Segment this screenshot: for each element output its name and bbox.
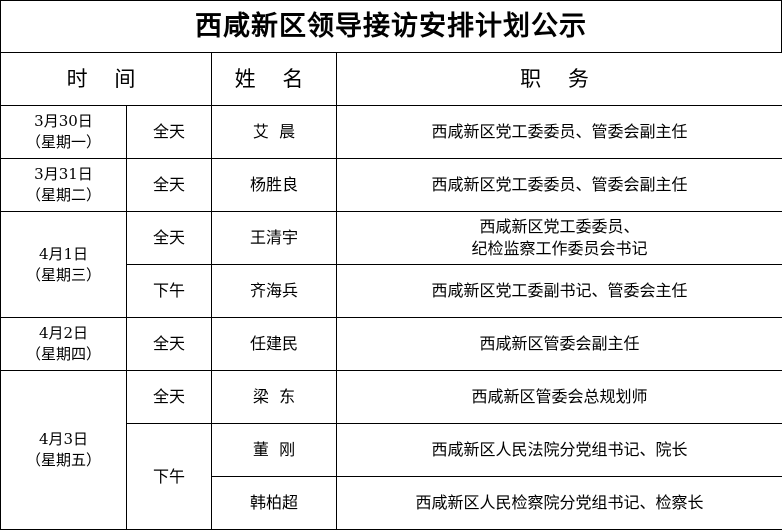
table-row: 4月3日 （星期五） 全天梁 东 西咸新区管委会总规划师 [0,370,782,530]
table-row: 下午 齐海兵 西咸新区党工委副书记、管委会主任 [1,264,782,318]
position-cell: 西咸新区管委会副主任 [336,317,782,371]
position-line: 西咸新区党工委副书记、管委会主任 [431,281,688,300]
table-row: 4月2日 （星期四） 全天 任建民 西咸新区管委会副主任 [0,317,782,371]
period-cell: 全天 [126,105,212,159]
position-line: 西咸新区党工委委员、 [479,217,640,236]
name-cell: 任建民 [211,317,337,371]
header-name: 姓 名 [211,52,337,106]
date-cell: 3月30日 （星期一） [0,105,127,159]
table-row: 3月30日 （星期一） 全天艾 晨 西咸新区党工委委员、管委会副主任 [0,105,782,159]
name-cell: 齐海兵 [211,264,337,318]
schedule-table: 时 间 姓 名 职 务 3月30日 （星期一） 全天艾 晨西咸新区党工委委员、管委会… [0,52,782,530]
position-cell: 西咸新区党工委委员、管委会副主任 [336,105,782,159]
position-line: 西咸新区人民检察院分党组书记、检察长 [415,493,704,512]
position-cell: 西咸新区党工委委员、管委会副主任 [336,158,782,212]
position-line: 西咸新区党工委委员、管委会副主任 [431,122,688,141]
date-cell: 4月3日 （星期五） [0,370,127,530]
table-row: 韩柏超 西咸新区人民检察院分党组书记、检察长 [1,476,782,530]
date-cell: 3月31日 （星期二） [0,158,127,212]
position-line: 西咸新区管委会总规划师 [471,387,648,406]
position-line: 西咸新区党工委委员、管委会副主任 [431,175,688,194]
table-row: 3月31日 （星期二） 全天 杨胜良 西咸新区党工委委员、管委会副主任 [0,158,782,212]
period-cell: 全天 [126,317,212,371]
date: 4月1日 [38,244,89,263]
name-cell: 杨胜良 [211,158,337,212]
name-cell: 韩柏超 [211,476,337,530]
name-cell: 梁 东 [211,370,337,424]
position-cell: 西咸新区党工委副书记、管委会主任 [336,264,782,318]
period-cell: 下午 [126,423,212,530]
position-cell: 西咸新区人民检察院分党组书记、检察长 [336,476,782,530]
position-cell: 西咸新区人民法院分党组书记、院长 [336,423,782,477]
date: 3月30日 [34,112,93,130]
position-line: 西咸新区人民法院分党组书记、院长 [431,440,688,459]
name-cell: 董 刚 [211,423,337,477]
period-cell: 全天 [126,158,212,212]
date: 4月2日 [38,324,89,342]
date: 4月3日 [38,430,89,448]
period-cell: 下午 [126,264,212,318]
table-row: 下午董 刚 西咸新区人民法院分党组书记、院长 [1,423,782,530]
header-time: 时 间 [0,52,212,106]
position-line: 纪检监察工作委员会书记 [471,239,648,258]
weekday: （星期三） [25,265,101,284]
date: 3月31日 [34,165,93,183]
header-row: 时 间 姓 名 职 务 [0,52,782,106]
table-row: 4月1日 （星期三） 全天 王清宇 西咸新区党工委委员、 纪检监察工作委员会书记 [0,211,782,318]
position-cell: 西咸新区党工委委员、 纪检监察工作委员会书记 [336,211,782,265]
name-cell: 艾 晨 [211,105,337,159]
date-cell: 4月2日 （星期四） [0,317,127,371]
weekday: （星期四） [25,345,101,363]
position-line: 西咸新区管委会副主任 [479,334,640,353]
weekday: （星期五） [25,451,101,469]
page-title: 西咸新区领导接访安排计划公示 [0,0,782,52]
period-cell: 全天 [126,370,212,424]
name-cell: 王清宇 [211,211,337,265]
weekday: （星期二） [25,186,101,204]
period-cell: 全天 [126,211,212,265]
date-cell: 4月1日 （星期三） [0,211,127,318]
weekday: （星期一） [25,133,101,151]
header-position: 职 务 [336,52,782,106]
position-cell: 西咸新区管委会总规划师 [336,370,782,424]
